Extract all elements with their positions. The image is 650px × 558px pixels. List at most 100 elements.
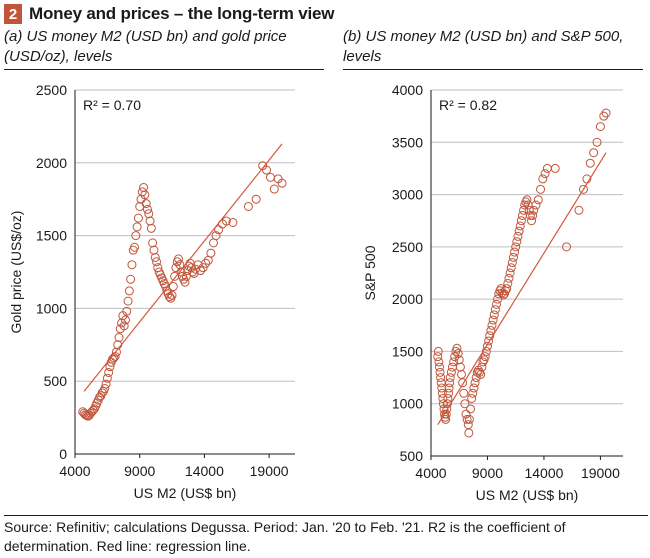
gold-data-point	[164, 292, 174, 302]
gold-data-point	[201, 258, 211, 268]
spx-data-point	[510, 247, 520, 257]
spx-data-point	[504, 273, 514, 283]
spx-data-point	[522, 195, 532, 205]
spx-data-point	[502, 284, 512, 294]
spx-data-point	[512, 237, 522, 247]
gold-data-point	[243, 201, 253, 211]
gold-data-point	[262, 165, 272, 175]
gold-data-point	[104, 367, 114, 377]
gold-data-point	[168, 282, 178, 292]
gold-data-point	[124, 286, 134, 296]
spx-data-point	[459, 388, 469, 398]
spx-data-point	[475, 367, 485, 377]
gold-ytick-label: 2000	[36, 155, 67, 171]
spx-data-point	[434, 357, 444, 367]
gold-data-point	[113, 340, 123, 350]
spx-data-point	[437, 388, 447, 398]
gold-xtick-label: 19000	[250, 463, 289, 479]
spx-data-point	[450, 352, 460, 362]
gold-ytick-label: 2500	[36, 82, 67, 98]
spx-data-point	[592, 137, 602, 147]
spx-data-point	[517, 210, 527, 220]
chart-sp500-vs-m2: 500 1000 1500 2000 2500 3000 3500 4000 4000 9000 1…	[362, 82, 623, 503]
spx-ytick-label: 3500	[392, 134, 423, 150]
gold-data-point	[120, 315, 130, 325]
spx-data-point	[486, 326, 496, 336]
spx-regression-line	[437, 152, 607, 425]
gold-xtick-label: 4000	[59, 463, 90, 479]
figure-number-badge: 2	[4, 4, 22, 24]
panel-a-subtitle: (a) US money M2 (USD bn) and gold price …	[4, 27, 324, 70]
spx-data-point	[529, 205, 539, 215]
spx-data-point	[490, 305, 500, 315]
gold-data-point	[140, 190, 150, 200]
spx-data-point	[436, 373, 446, 383]
spx-data-point	[456, 369, 466, 379]
spx-data-point	[536, 184, 546, 194]
gold-data-point	[175, 260, 185, 270]
gold-data-point	[180, 277, 190, 287]
gold-data-point	[130, 242, 140, 252]
spx-data-point	[433, 346, 443, 356]
gold-data-point	[137, 187, 147, 197]
gold-data-point	[196, 266, 206, 276]
gold-data-point	[141, 199, 151, 209]
spx-data-point	[438, 393, 448, 403]
gold-data-point	[181, 271, 191, 281]
gold-data-point	[228, 217, 238, 227]
spx-data-point	[550, 163, 560, 173]
gold-data-point	[114, 333, 124, 343]
gold-data-point	[123, 296, 133, 306]
spx-data-point	[449, 357, 459, 367]
spx-data-point	[508, 252, 518, 262]
spx-data-point	[452, 343, 462, 353]
gold-data-point	[269, 184, 279, 194]
gold-data-point	[127, 260, 137, 270]
gold-data-point	[139, 183, 149, 193]
spx-data-point	[460, 399, 470, 409]
gold-data-point	[142, 204, 152, 214]
spx-data-point	[466, 404, 476, 414]
spx-data-point	[454, 355, 464, 365]
spx-data-point	[470, 378, 480, 388]
spx-data-point	[434, 362, 444, 372]
spx-data-point	[433, 352, 443, 362]
spx-data-point	[601, 108, 611, 118]
figure-title: Money and prices – the long-term view	[29, 4, 335, 23]
spx-data-point	[533, 195, 543, 205]
spx-data-point	[442, 404, 452, 414]
spx-data-point	[453, 349, 463, 359]
gold-data-point	[133, 213, 143, 223]
spx-data-point	[511, 242, 521, 252]
spx-data-point	[514, 226, 524, 236]
spx-xtick-label: 9000	[472, 465, 503, 481]
gold-data-point	[111, 347, 121, 357]
spx-data-point	[481, 346, 491, 356]
gold-r-squared-label: R² = 0.70	[83, 97, 141, 113]
gold-data-point	[131, 231, 141, 241]
spx-data-point	[488, 315, 498, 325]
spx-r-squared-label: R² = 0.82	[439, 97, 497, 113]
spx-data-point	[528, 210, 538, 220]
spx-data-point	[469, 383, 479, 393]
spx-x-axis-label: US M2 (US$ bn)	[476, 487, 579, 503]
spx-data-point	[538, 174, 548, 184]
spx-data-point	[506, 263, 516, 273]
spx-data-point	[435, 367, 445, 377]
gold-data-point	[167, 290, 177, 300]
spx-data-point	[480, 352, 490, 362]
spx-data-point	[476, 369, 486, 379]
gold-data-point	[149, 245, 159, 255]
gold-data-point	[122, 306, 132, 316]
spx-data-point	[487, 320, 497, 330]
gold-data-point	[221, 216, 231, 226]
spx-data-point	[562, 242, 572, 252]
panel-b-subtitle: (b) US money M2 (USD bn) and S&P 500, le…	[343, 27, 643, 70]
spx-ytick-label: 1500	[392, 343, 423, 359]
spx-data-point	[519, 205, 529, 215]
spx-ytick-label: 2000	[392, 291, 423, 307]
gold-data-point	[144, 209, 154, 219]
spx-data-point	[589, 148, 599, 158]
gold-ytick-label: 0	[59, 446, 67, 462]
gold-data-point	[126, 274, 136, 284]
